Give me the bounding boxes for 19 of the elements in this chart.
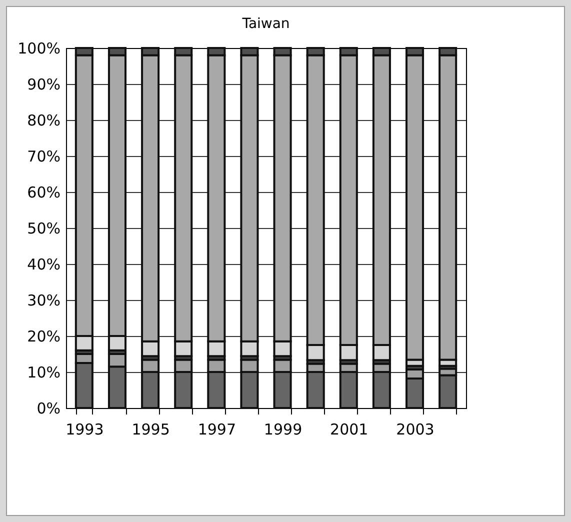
y-tick-label: 0%	[36, 400, 60, 418]
x-tick-label: 1995	[132, 420, 170, 438]
y-tick-label: 70%	[27, 148, 60, 166]
x-tick-label: 1997	[198, 420, 236, 438]
y-tick-label: 100%	[18, 40, 60, 58]
y-tick-label: 20%	[27, 328, 60, 346]
y-tick-label: 80%	[27, 112, 60, 130]
x-tick-label: 1993	[66, 420, 104, 438]
y-tick-label: 50%	[27, 220, 60, 238]
x-tick-label: 2001	[330, 420, 368, 438]
chart-title: Taiwan	[241, 16, 290, 32]
y-tick-label: 60%	[27, 184, 60, 202]
y-tick-label: 10%	[27, 364, 60, 382]
y-tick-label: 30%	[27, 292, 60, 310]
bar	[438, 374, 458, 409]
x-tick-label: 2003	[396, 420, 434, 438]
x-tick-label: 1999	[264, 420, 302, 438]
y-tick-label: 90%	[27, 76, 60, 94]
y-tick-label: 40%	[27, 256, 60, 274]
